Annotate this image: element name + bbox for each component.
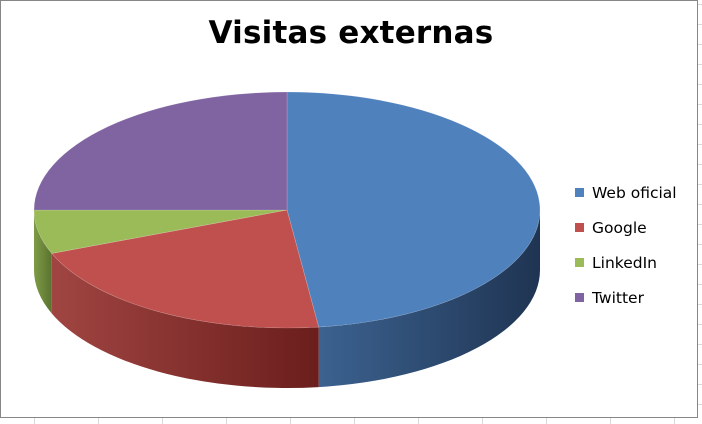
legend-swatch-google — [575, 223, 584, 232]
legend-item: Google — [575, 210, 677, 245]
legend-swatch-web-oficial — [575, 188, 584, 197]
pie-tops-group — [33, 91, 541, 329]
pie-slice-linkedin[interactable] — [33, 209, 288, 254]
legend-item: LinkedIn — [575, 245, 677, 280]
legend-swatch-twitter — [575, 293, 584, 302]
pie-slice-google[interactable] — [51, 209, 320, 329]
legend: Web oficial Google LinkedIn Twitter — [575, 175, 677, 315]
legend-item: Twitter — [575, 280, 677, 315]
legend-label: LinkedIn — [592, 253, 657, 272]
pie-side-google — [51, 253, 319, 389]
pie-sides-group — [34, 210, 540, 389]
pie-side-linkedin — [34, 210, 52, 314]
chart-title: Visitas externas — [208, 15, 494, 51]
pie-slice-twitter[interactable] — [33, 91, 288, 211]
legend-item: Web oficial — [575, 175, 677, 210]
pie-slice-web-oficial[interactable] — [286, 91, 541, 328]
legend-swatch-linkedin — [575, 258, 584, 267]
legend-label: Web oficial — [592, 183, 677, 202]
pie-side-web-oficial — [318, 210, 540, 388]
legend-label: Twitter — [592, 288, 644, 307]
legend-label: Google — [592, 218, 647, 237]
